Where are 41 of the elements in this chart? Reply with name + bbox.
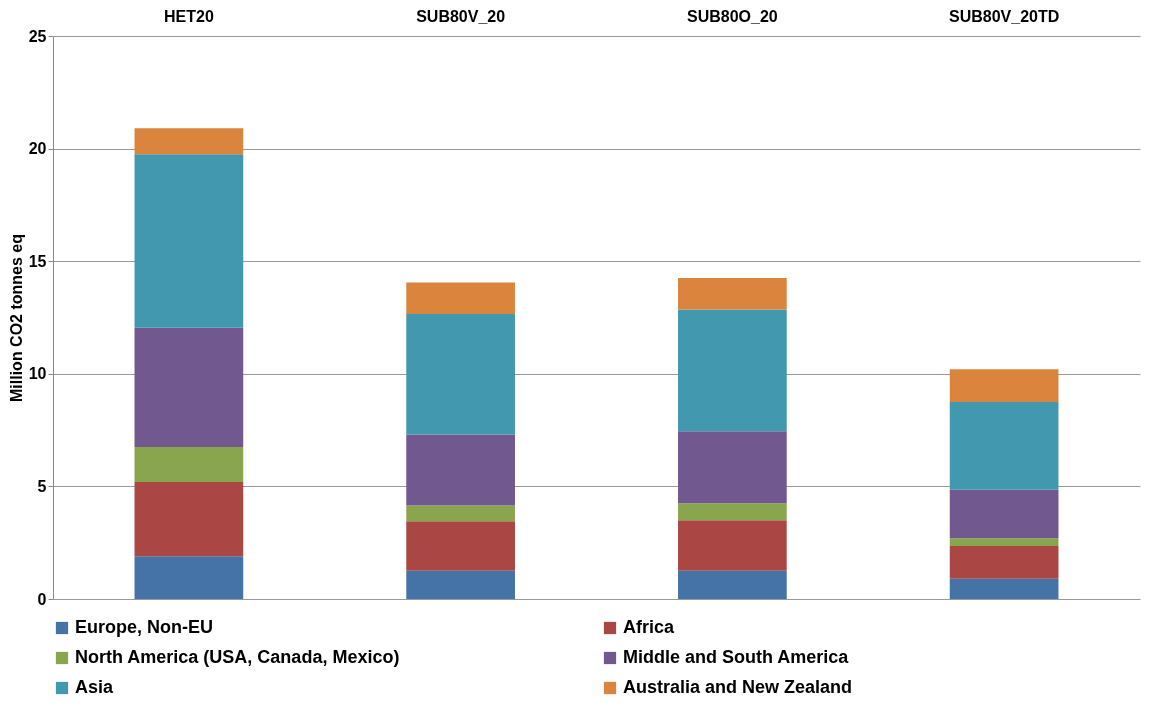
bar: [678, 520, 787, 571]
bar: [678, 431, 787, 504]
bar: [949, 538, 1059, 547]
x-tick-label: SUB80O_20: [687, 7, 778, 25]
bar: [949, 401, 1059, 490]
bar: [134, 327, 244, 447]
bar: [678, 503, 787, 521]
x-tick-label: HET20: [163, 7, 214, 25]
bar: [134, 154, 244, 328]
bar: [949, 489, 1059, 539]
legend-label: Asia: [75, 677, 115, 697]
y-tick-label: 0: [37, 590, 47, 608]
bar: [949, 546, 1059, 579]
y-tick-label: 25: [28, 27, 47, 45]
bar: [406, 521, 515, 571]
bar: [949, 578, 1059, 599]
legend-label: Middle and South America: [623, 647, 850, 667]
bar: [406, 570, 515, 599]
bar: [678, 309, 787, 432]
bar: [406, 434, 515, 506]
bar: [134, 446, 244, 482]
bar: [134, 481, 244, 557]
y-tick-label: 10: [28, 365, 47, 383]
bar: [134, 128, 244, 155]
y-tick-label: 5: [37, 477, 47, 495]
bar: [406, 282, 515, 315]
bar: [406, 314, 515, 435]
x-tick-label: SUB80V_20: [416, 7, 506, 25]
bar: [678, 278, 787, 310]
legend-label: North America (USA, Canada, Mexico): [75, 647, 400, 667]
legend-label: Africa: [623, 617, 676, 637]
bar: [949, 369, 1059, 402]
y-tick-label: 15: [28, 252, 47, 270]
bar: [406, 505, 515, 522]
x-tick-label: SUB80V_20TD: [948, 7, 1060, 25]
y-axis-title: Million CO2 tonnes eq: [7, 233, 25, 403]
y-tick-label: 20: [28, 140, 47, 158]
legend-label: Australia and New Zealand: [623, 677, 853, 697]
bar: [134, 556, 244, 599]
legend-label: Europe, Non-EU: [75, 617, 213, 637]
bar: [678, 570, 787, 599]
